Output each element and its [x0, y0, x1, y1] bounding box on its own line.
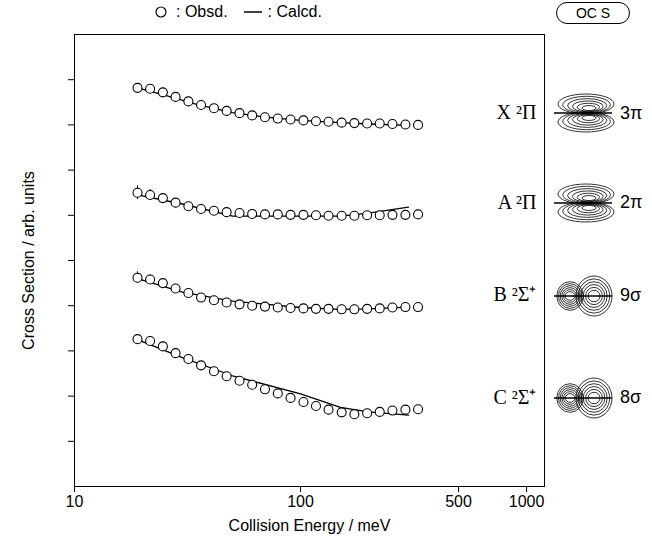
- svg-text:C ²Σ⁺: C ²Σ⁺: [494, 386, 537, 408]
- svg-text:Cross Section / arb. units: Cross Section / arb. units: [20, 171, 37, 350]
- html-text:OC S: OC S: [575, 5, 611, 21]
- svg-text:1000: 1000: [509, 493, 545, 510]
- svg-text:A ²Π: A ²Π: [498, 191, 537, 213]
- html-text:9σ: 9σ: [620, 285, 642, 305]
- html-text:8σ: 8σ: [620, 387, 642, 408]
- html-text:: Obsd.: : Obsd.: [176, 3, 228, 20]
- svg-text:500: 500: [445, 493, 472, 510]
- svg-text:B ²Σ⁺: B ²Σ⁺: [494, 283, 537, 305]
- svg-text:X ²Π: X ²Π: [497, 101, 537, 123]
- html-text:: Calcd.: : Calcd.: [267, 3, 322, 20]
- svg-text:Collision Energy / meV: Collision Energy / meV: [229, 517, 391, 534]
- html-text:3π: 3π: [620, 102, 643, 123]
- svg-text:100: 100: [287, 493, 314, 510]
- html-text:2π: 2π: [620, 192, 643, 213]
- svg-text:10: 10: [66, 493, 84, 510]
